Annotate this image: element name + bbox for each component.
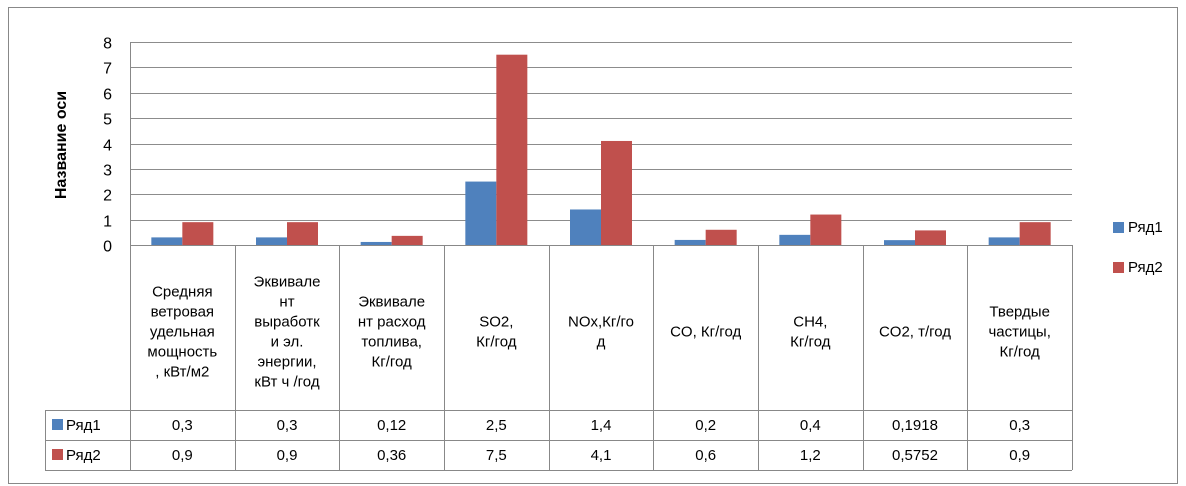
table-cell-Ряд2-1: 0,9: [172, 447, 193, 464]
category-label-line: и эл.: [271, 334, 304, 351]
category-label-line: энергии,: [257, 354, 316, 371]
bars: [151, 54, 1051, 245]
category-label-line: CO2, т/год: [879, 324, 951, 341]
y-tick-label: 1: [103, 214, 112, 231]
bar-Ряд2-2: [287, 222, 318, 245]
table-cell-Ряд2-3: 0,36: [377, 447, 406, 464]
category-label-line: , кВт/м2: [155, 364, 209, 381]
table-cell-Ряд2-7: 1,2: [800, 447, 821, 464]
category-label-line: Кг/год: [1000, 344, 1041, 361]
y-tick-label: 4: [103, 138, 112, 155]
category-label-line: Кг/год: [790, 334, 831, 351]
bar-Ряд1-9: [988, 237, 1020, 245]
bar-Ряд1-6: [674, 239, 706, 245]
category-label-1: Средняя ветровая удельная мощность , кВт/м2: [147, 284, 217, 381]
bar-Ряд1-4: [465, 181, 497, 245]
y-axis-title: Название оси: [53, 91, 70, 199]
bar-Ряд1-5: [570, 209, 601, 245]
category-label-line: выработк: [254, 314, 320, 331]
category-label-line: нт: [279, 294, 294, 311]
table-cell-Ряд1-8: 0,1918: [892, 417, 938, 434]
table-cell-Ряд1-6: 0,2: [695, 417, 716, 434]
category-label-6: CO, Кг/год: [670, 324, 741, 341]
y-tick-label: 8: [103, 36, 112, 53]
bar-Ряд2-5: [601, 140, 632, 245]
table-cell-Ряд1-2: 0,3: [277, 417, 298, 434]
y-tick-label: 7: [103, 61, 112, 78]
category-label-line: SO2,: [479, 314, 513, 331]
category-label-line: нт расход: [358, 314, 426, 331]
table-cell-Ряд2-5: 4,1: [591, 447, 612, 464]
category-label-5: NOx,Кг/го д: [568, 314, 634, 351]
legend: Ряд1 Ряд2: [1113, 219, 1163, 276]
bar-Ряд2-8: [915, 230, 946, 245]
category-label-7: CH4, Кг/год: [790, 314, 831, 351]
bar-Ряд1-3: [360, 241, 392, 245]
category-label-line: Кг/год: [372, 354, 413, 371]
category-label-line: топлива,: [361, 334, 422, 351]
category-label-line: Эквивале: [358, 294, 425, 311]
category-label-line: кВт ч /год: [254, 374, 319, 391]
category-label-line: мощность: [147, 344, 217, 361]
table-cell-Ряд1-7: 0,4: [800, 417, 821, 434]
category-label-line: NOx,Кг/го: [568, 314, 634, 331]
table-cell-Ряд1-1: 0,3: [172, 417, 193, 434]
data-table: Средняя ветровая удельная мощность , кВт/м2 Э…: [45, 245, 1073, 471]
y-tick-labels: 0 1 2 3 4 5 6 7 8: [103, 36, 112, 256]
table-series-name: Ряд2: [66, 447, 101, 464]
bar-Ряд1-1: [151, 237, 183, 245]
table-cell-Ряд2-9: 0,9: [1009, 447, 1030, 464]
bar-Ряд1-7: [779, 234, 811, 245]
bar-Ряд2-4: [496, 54, 528, 245]
bar-Ряд2-9: [1019, 222, 1051, 245]
bar-Ряд2-3: [391, 235, 423, 245]
table-series-name: Ряд1: [66, 417, 101, 434]
category-label-line: Эквивале: [254, 274, 321, 291]
category-label-line: CO, Кг/год: [670, 324, 741, 341]
table-cell-Ряд2-2: 0,9: [277, 447, 298, 464]
y-tick-label: 3: [103, 163, 112, 180]
y-tick-label: 5: [103, 112, 112, 129]
bar-Ряд1-2: [256, 237, 287, 245]
category-label-line: ветровая: [151, 304, 214, 321]
category-label-line: д: [597, 334, 606, 351]
table-legend-key-Ряд1: [52, 419, 63, 430]
table-cell-Ряд2-6: 0,6: [695, 447, 716, 464]
y-tick-label: 2: [103, 188, 112, 205]
category-label-line: частицы,: [988, 324, 1050, 341]
gridlines: [130, 42, 1072, 246]
y-tick-label: 6: [103, 87, 112, 104]
bar-Ряд2-6: [705, 229, 737, 245]
bar-Ряд1-8: [884, 240, 915, 245]
table-legend-key-Ряд2: [52, 449, 63, 460]
table-cell-Ряд1-9: 0,3: [1009, 417, 1030, 434]
bar-Ряд2-1: [182, 222, 214, 245]
table-cell-Ряд2-8: 0,5752: [892, 447, 938, 464]
category-label-line: Твердые: [989, 304, 1050, 321]
legend-label-Ряд2: Ряд2: [1128, 259, 1163, 276]
table-cell-Ряд1-4: 2,5: [486, 417, 507, 434]
legend-key-Ряд2: [1113, 262, 1124, 273]
y-tick-label: 0: [103, 239, 112, 256]
category-label-line: CH4,: [793, 314, 827, 331]
category-label-line: Средняя: [152, 284, 212, 301]
category-label-8: CO2, т/год: [879, 324, 951, 341]
category-label-3: Эквивале нт расход топлива, Кг/год: [358, 294, 426, 371]
bar-Ряд2-7: [810, 214, 842, 245]
legend-label-Ряд1: Ряд1: [1128, 219, 1163, 236]
table-cell-Ряд2-4: 7,5: [486, 447, 507, 464]
table-cell-Ряд1-5: 1,4: [591, 417, 612, 434]
category-label-line: удельная: [150, 324, 215, 341]
table-cell-Ряд1-3: 0,12: [377, 417, 406, 434]
category-label-2: Эквивале нт выработк и эл. энергии, кВт ч /го…: [254, 274, 321, 391]
legend-key-Ряд1: [1113, 222, 1124, 233]
category-label-line: Кг/год: [476, 334, 517, 351]
category-label-4: SO2, Кг/год: [476, 314, 517, 351]
category-label-9: Твердые частицы, Кг/год: [988, 304, 1050, 361]
